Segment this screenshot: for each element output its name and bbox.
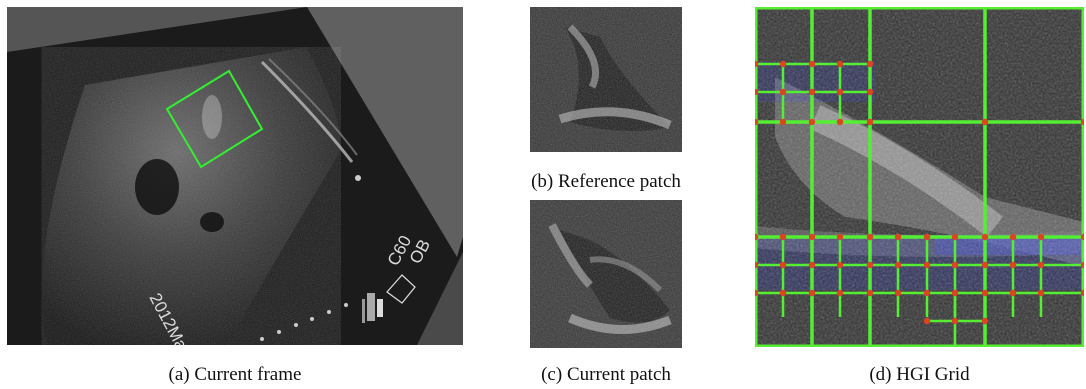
- grid-node: [1080, 118, 1084, 126]
- grid-node: [755, 261, 759, 269]
- grid-node: [951, 317, 959, 325]
- grid-node: [836, 60, 844, 68]
- reference-patch-panel: [530, 7, 682, 152]
- hgi-grid-image: [755, 7, 1084, 347]
- grid-node: [981, 118, 989, 126]
- grid-node: [894, 261, 902, 269]
- caption-hgi-grid: (d) HGI Grid: [869, 364, 970, 385]
- grid-node: [951, 233, 959, 241]
- grid-node: [836, 88, 844, 96]
- current-patch-panel: [530, 200, 682, 348]
- grid-node: [951, 261, 959, 269]
- grid-node: [981, 289, 989, 297]
- grid-node: [923, 261, 931, 269]
- grid-node: [836, 118, 844, 126]
- grid-node: [894, 289, 902, 297]
- grid-node: [1037, 261, 1045, 269]
- grid-node: [808, 289, 816, 297]
- probe-icon: [362, 274, 416, 323]
- grid-node: [981, 261, 989, 269]
- grid-border: [755, 7, 1084, 347]
- grid-node: [866, 289, 874, 297]
- grid-node: [779, 233, 787, 241]
- grid-node: [808, 233, 816, 241]
- grid-node: [981, 317, 989, 325]
- current-frame-panel: C60 OB 2012Mar: [7, 7, 463, 345]
- grid-node: [894, 233, 902, 241]
- grid-node: [866, 233, 874, 241]
- grid-node: [808, 60, 816, 68]
- grid-nodes: [755, 60, 1084, 325]
- grid-node: [923, 289, 931, 297]
- grid-node: [808, 118, 816, 126]
- grid-node: [755, 88, 759, 96]
- depth-scale-dots: [260, 175, 361, 341]
- grid-node: [755, 289, 759, 297]
- grid-node: [866, 118, 874, 126]
- grid-node: [836, 261, 844, 269]
- grid-node: [755, 118, 759, 126]
- grid-node: [1080, 289, 1084, 297]
- grid-node: [866, 261, 874, 269]
- hgi-grid-panel: [755, 7, 1084, 347]
- grid-node: [779, 261, 787, 269]
- reference-patch-image: [530, 7, 682, 152]
- grid-node: [923, 233, 931, 241]
- grid-node: [779, 289, 787, 297]
- grid-node: [1080, 233, 1084, 241]
- grid-node: [1080, 261, 1084, 269]
- grid-node: [981, 233, 989, 241]
- caption-current-patch: (c) Current patch: [541, 364, 671, 385]
- grid-node: [1037, 233, 1045, 241]
- grid-node: [1037, 289, 1045, 297]
- grid-node: [1009, 233, 1017, 241]
- grid-node: [836, 233, 844, 241]
- grid-node: [836, 289, 844, 297]
- grid-node: [755, 60, 759, 68]
- grid-node: [755, 233, 759, 241]
- grid-node: [866, 60, 874, 68]
- grid-node: [808, 261, 816, 269]
- grid-node: [779, 88, 787, 96]
- grid-node: [1009, 289, 1017, 297]
- grid-node: [1009, 261, 1017, 269]
- grid-node: [923, 317, 931, 325]
- grid-node: [866, 88, 874, 96]
- caption-current-frame: (a) Current frame: [168, 364, 302, 385]
- ultrasound-frame-image: C60 OB 2012Mar: [7, 7, 463, 345]
- grid-node: [951, 289, 959, 297]
- roi-box: [165, 69, 264, 169]
- grid-node: [779, 60, 787, 68]
- current-patch-image: [530, 200, 682, 348]
- grid-node: [808, 88, 816, 96]
- caption-reference-patch: (b) Reference patch: [531, 171, 681, 192]
- grid-node: [779, 118, 787, 126]
